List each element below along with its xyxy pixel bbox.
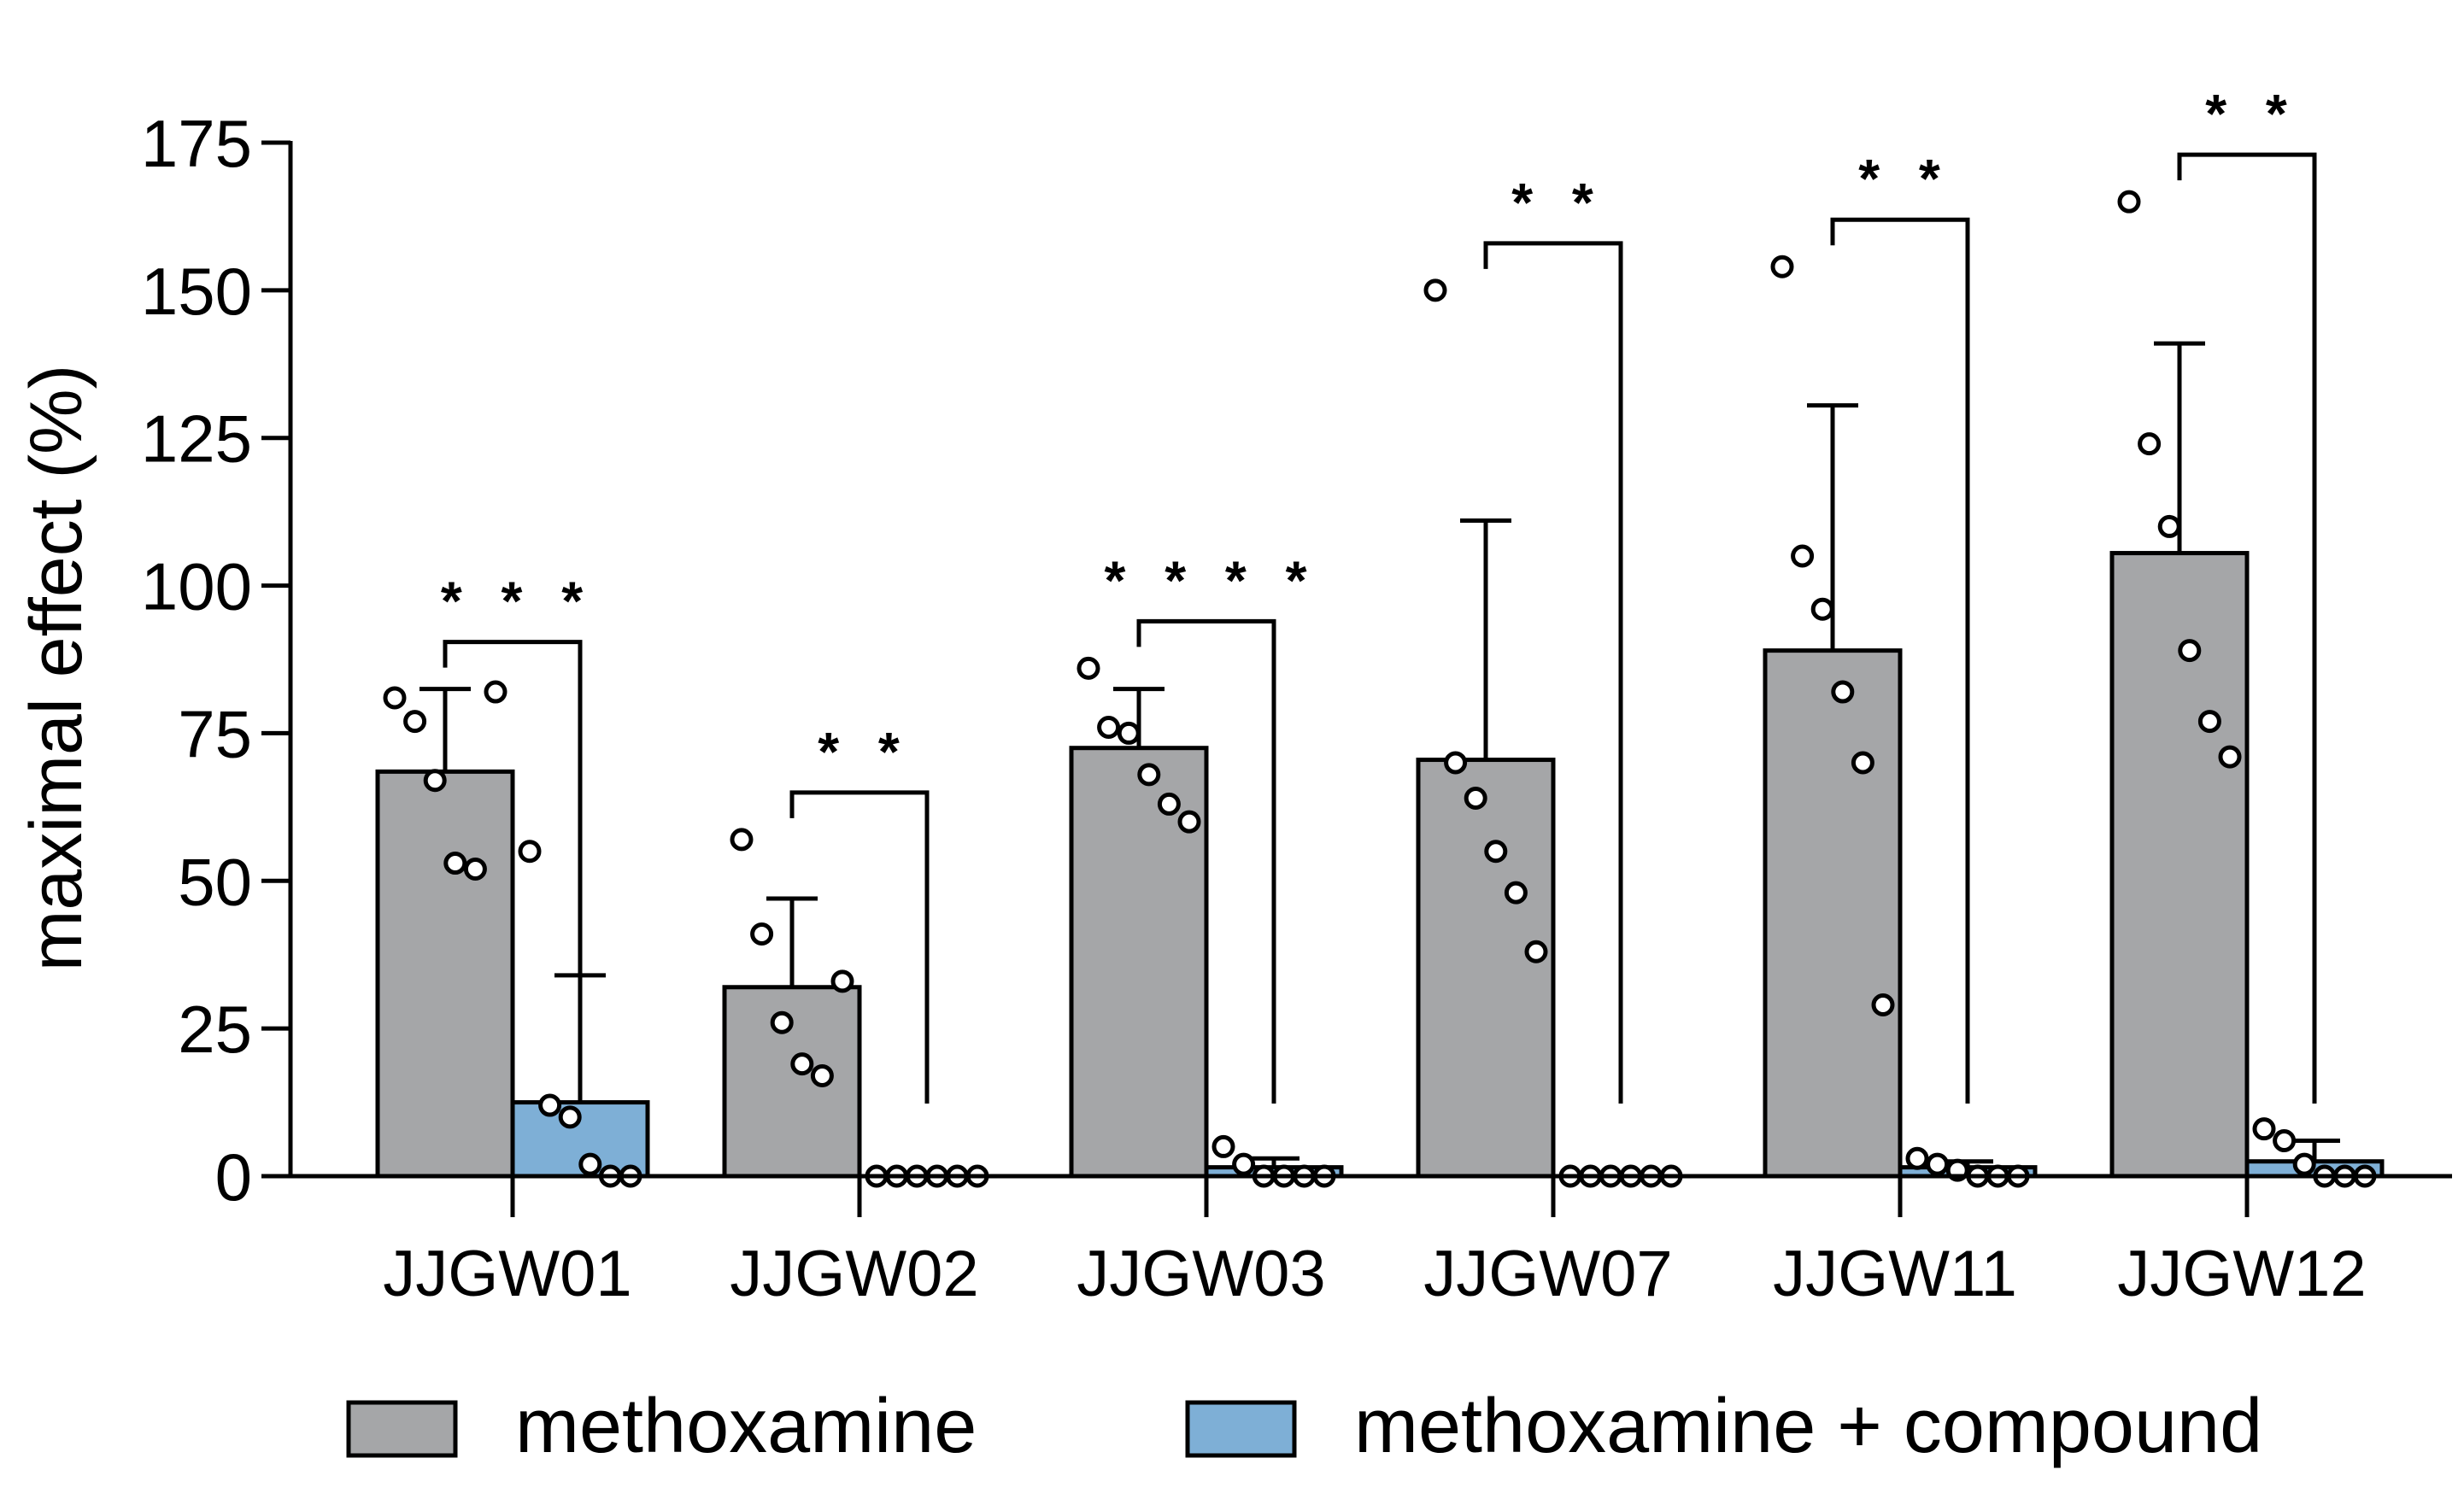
significance-label: * *: [818, 721, 912, 782]
data-point: [1527, 942, 1546, 961]
data-point: [1874, 995, 1892, 1014]
data-point: [1159, 794, 1178, 813]
data-point: [2295, 1155, 2314, 1174]
y-tick-label: 125: [141, 401, 252, 477]
y-tick-label: 175: [141, 106, 252, 181]
bar-methoxamine-jjgw02: [725, 987, 859, 1176]
data-point: [793, 1055, 812, 1074]
y-axis-title: maximal effect (%): [15, 365, 97, 971]
data-point: [732, 830, 751, 849]
data-point: [833, 972, 852, 991]
data-point: [385, 688, 404, 707]
data-point: [581, 1155, 600, 1174]
x-tick-label: JJGW12: [2117, 1238, 2366, 1310]
x-tick-label: JJGW03: [1077, 1238, 1325, 1310]
data-point: [2255, 1120, 2273, 1139]
bar-methoxamine-jjgw07: [1418, 760, 1553, 1176]
data-point: [1487, 842, 1505, 861]
y-tick-label: 150: [141, 254, 252, 329]
data-point: [1773, 257, 1792, 276]
data-point: [1235, 1155, 1253, 1174]
data-point: [1214, 1137, 1233, 1156]
data-point: [1140, 765, 1159, 784]
data-point: [813, 1066, 831, 1085]
data-point: [1079, 659, 1098, 677]
data-point: [425, 771, 444, 790]
data-point: [1100, 718, 1118, 737]
y-tick-label: 75: [178, 696, 252, 771]
data-point: [1908, 1149, 1927, 1168]
legend-swatch-methoxamine: [349, 1403, 455, 1455]
x-tick-label: JJGW07: [1423, 1238, 1672, 1310]
significance-label: * *: [1511, 172, 1605, 233]
x-tick-label: JJGW02: [730, 1238, 978, 1310]
data-point: [1180, 812, 1199, 831]
data-point: [1928, 1155, 1947, 1174]
data-point: [1119, 723, 1138, 742]
data-point: [1793, 547, 1812, 565]
legend-label: methoxamine: [515, 1384, 977, 1469]
data-point: [2160, 517, 2179, 536]
data-point: [1466, 788, 1485, 807]
y-tick-label: 50: [178, 844, 252, 919]
legend-swatch-methoxamine-compound: [1188, 1403, 1294, 1455]
bar-methoxamine-jjgw01: [378, 771, 513, 1176]
x-tick-label: JJGW01: [383, 1238, 631, 1310]
data-point: [1446, 753, 1465, 772]
data-point: [466, 859, 484, 878]
data-point: [2180, 641, 2199, 660]
data-point: [406, 712, 425, 731]
data-point: [2221, 747, 2239, 766]
data-point: [2120, 192, 2138, 211]
data-point: [541, 1096, 560, 1115]
data-point: [1853, 753, 1872, 772]
data-point: [560, 1108, 579, 1127]
significance-label: * * * *: [1105, 549, 1319, 611]
x-tick-label: JJGW11: [1773, 1238, 2017, 1310]
data-point: [2200, 712, 2219, 731]
significance-label: * * *: [441, 571, 595, 632]
significance-label: * *: [1858, 148, 1952, 209]
data-point: [2275, 1132, 2294, 1151]
y-tick-label: 100: [141, 549, 252, 624]
data-point: [1813, 600, 1832, 618]
data-point: [446, 854, 465, 873]
data-point: [2140, 435, 2159, 454]
y-tick-label: 0: [215, 1139, 252, 1215]
legend-label: methoxamine + compound: [1354, 1384, 2262, 1469]
data-point: [753, 925, 771, 944]
y-tick-label: 25: [178, 992, 252, 1067]
bar-methoxamine-jjgw11: [1765, 651, 1900, 1176]
data-point: [1426, 281, 1445, 300]
significance-label: * *: [2205, 83, 2299, 144]
data-point: [772, 1013, 791, 1032]
data-point: [520, 842, 539, 861]
data-point: [1506, 883, 1525, 902]
data-point: [486, 682, 505, 701]
data-point: [1833, 682, 1852, 701]
